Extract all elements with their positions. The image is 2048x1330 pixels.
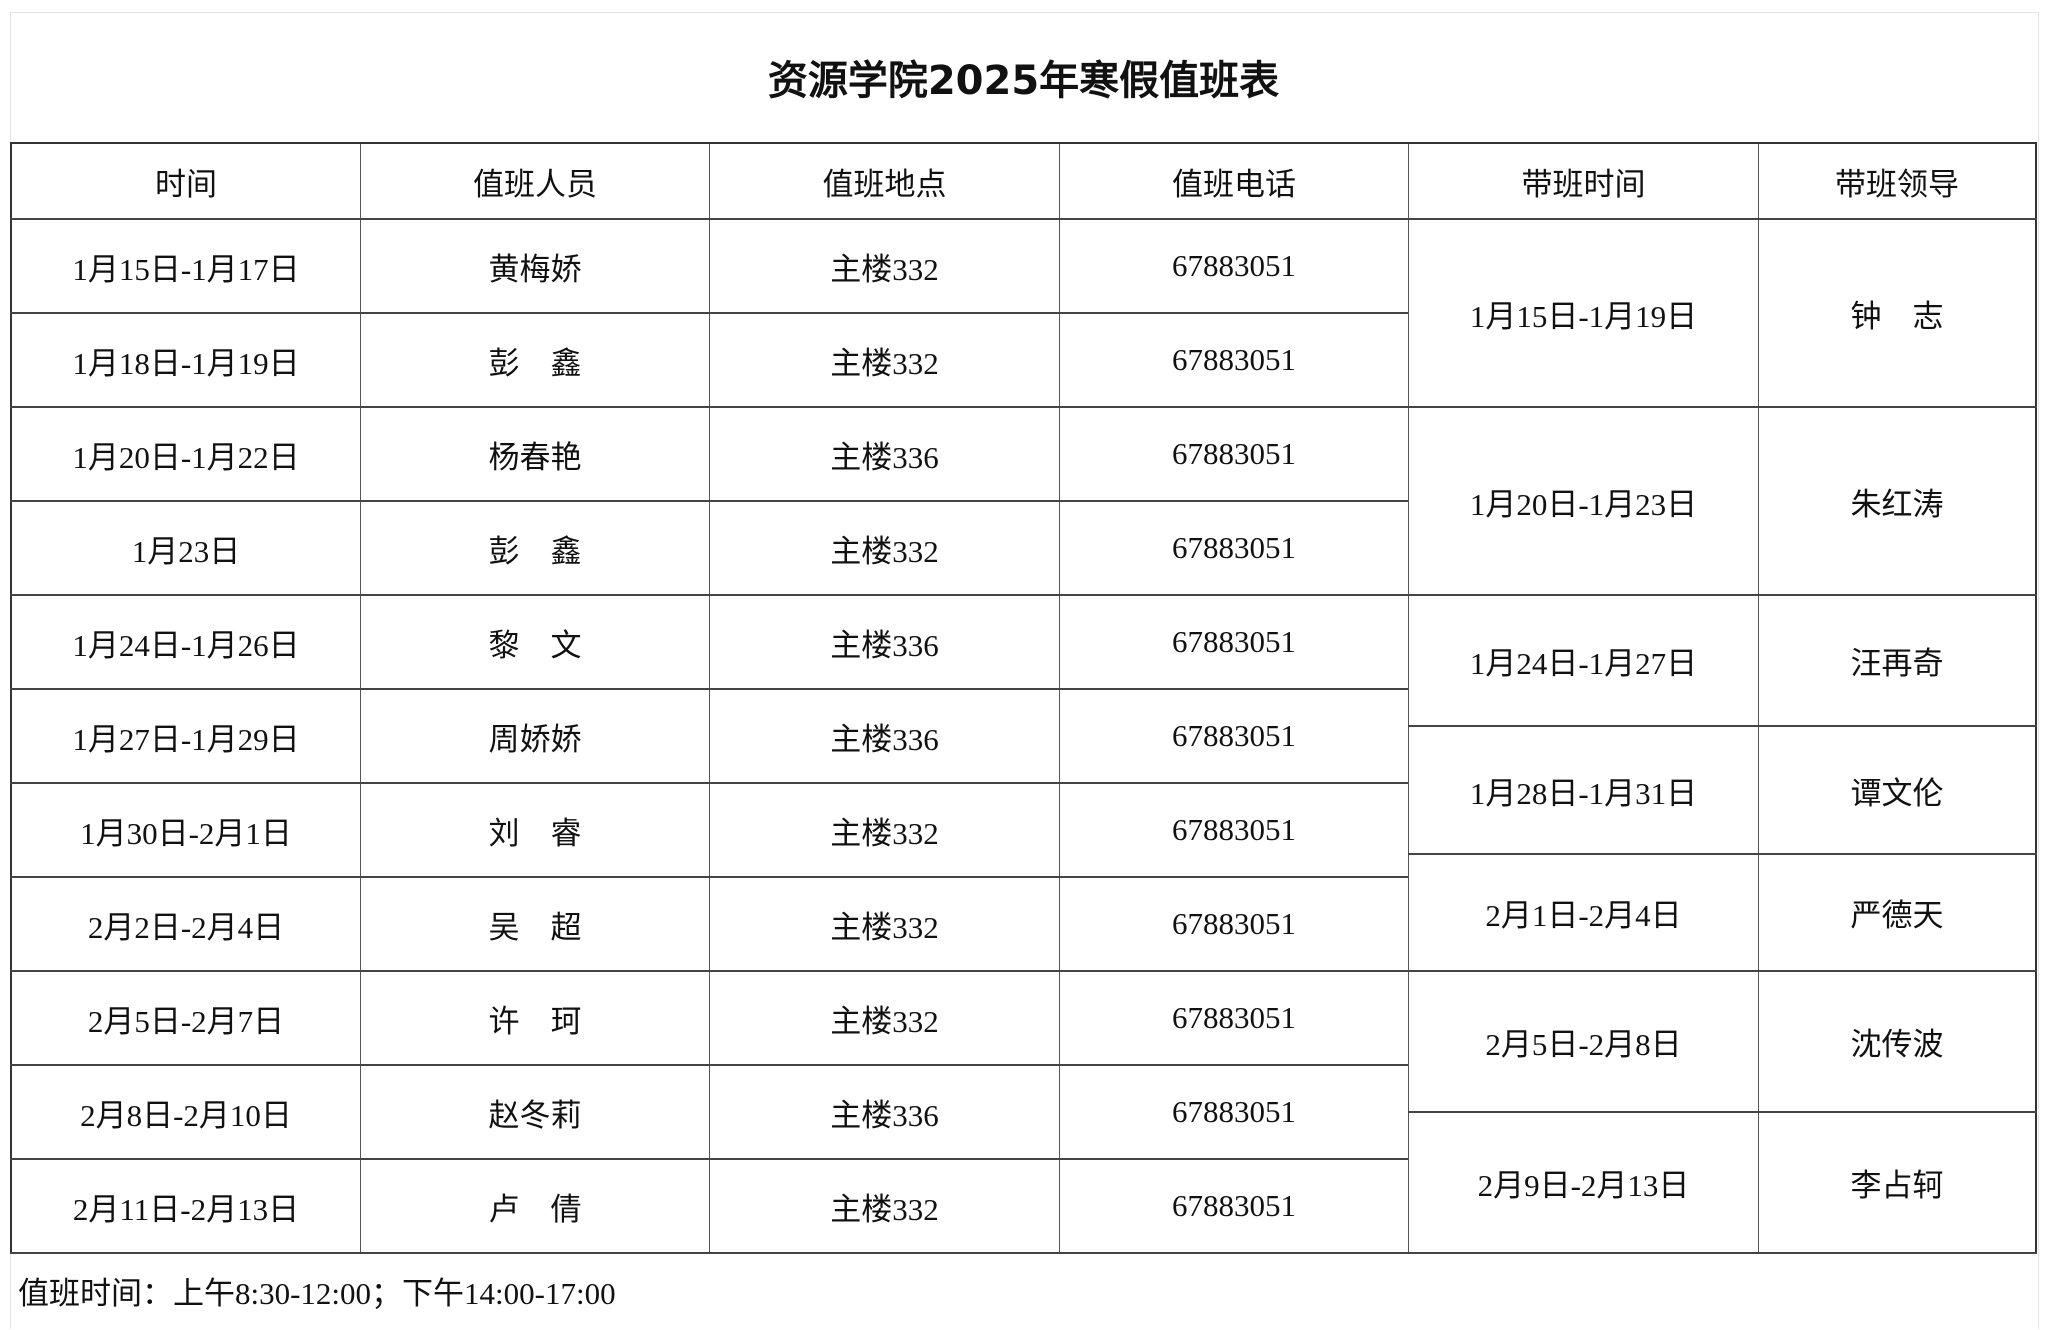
table-row: 1月20日-1月22日 杨春艳 主楼336 67883051: [10, 408, 1408, 502]
leader-row: 2月1日-2月4日 严德天: [1408, 855, 2037, 972]
page-title: 资源学院2025年寒假值班表: [767, 58, 1280, 104]
leader-time-cell: 1月24日-1月27日: [1408, 596, 1758, 725]
phone-cell: 67883051: [1059, 690, 1408, 782]
leader-name-cell: 钟 志: [1758, 220, 2037, 406]
duty-table: 时间 值班人员 值班地点 值班电话 1月15日-1月17日 黄梅娇 主楼332 678…: [10, 142, 1408, 1254]
leader-name-cell: 严德天: [1758, 855, 2037, 970]
header-person: 值班人员: [360, 144, 709, 218]
person-cell: 黄梅娇: [360, 220, 709, 312]
person-cell: 刘 睿: [360, 784, 709, 876]
place-cell: 主楼336: [709, 690, 1059, 782]
table-row: 1月27日-1月29日 周娇娇 主楼336 67883051: [10, 690, 1408, 784]
place-cell: 主楼332: [709, 878, 1059, 970]
phone-cell: 67883051: [1059, 784, 1408, 876]
header-time: 时间: [10, 144, 360, 218]
phone-cell: 67883051: [1059, 1160, 1408, 1252]
phone-cell: 67883051: [1059, 596, 1408, 688]
place-cell: 主楼336: [709, 408, 1059, 500]
phone-cell: 67883051: [1059, 408, 1408, 500]
place-cell: 主楼336: [709, 1066, 1059, 1158]
person-cell: 彭 鑫: [360, 314, 709, 406]
leader-time-cell: 2月9日-2月13日: [1408, 1113, 1758, 1252]
place-cell: 主楼336: [709, 596, 1059, 688]
leader-row: 1月15日-1月19日钟 志: [1408, 220, 2037, 408]
time-cell: 1月27日-1月29日: [10, 690, 360, 782]
table-row: 1月24日-1月26日黎 文主楼336 67883051: [10, 596, 1408, 690]
time-cell: 2月2日-2月4日: [10, 878, 360, 970]
person-cell: 彭 鑫: [360, 502, 709, 594]
table-row: 1月18日-1月19日彭 鑫主楼332 67883051: [10, 314, 1408, 408]
time-cell: 2月11日-2月13日: [10, 1160, 360, 1252]
time-cell: 1月30日-2月1日: [10, 784, 360, 876]
phone-cell: 67883051: [1059, 878, 1408, 970]
header-leader: 带班领导: [1758, 144, 2037, 218]
table-row: 2月11日-2月13日卢 倩主楼332 67883051: [10, 1160, 1408, 1254]
place-cell: 主楼332: [709, 972, 1059, 1064]
header-phone: 值班电话: [1059, 144, 1408, 218]
header-row: 时间 值班人员 值班地点 值班电话: [10, 144, 1408, 220]
place-cell: 主楼332: [709, 314, 1059, 406]
header-leader-time: 带班时间: [1408, 144, 1758, 218]
table-row: 1月15日-1月17日 黄梅娇 主楼332 67883051: [10, 220, 1408, 314]
leader-table: 带班时间 带班领导 1月15日-1月19日钟 志 1月20日-1月23日 朱红涛 1月…: [1408, 142, 2037, 1254]
leader-row: 2月5日-2月8日 沈传波: [1408, 972, 2037, 1113]
person-cell: 黎 文: [360, 596, 709, 688]
time-cell: 1月18日-1月19日: [10, 314, 360, 406]
time-cell: 2月5日-2月7日: [10, 972, 360, 1064]
table-row: 1月30日-2月1日刘 睿主楼332 67883051: [10, 784, 1408, 878]
header-place: 值班地点: [709, 144, 1059, 218]
person-cell: 吴 超: [360, 878, 709, 970]
phone-cell: 67883051: [1059, 220, 1408, 312]
leader-time-cell: 1月28日-1月31日: [1408, 727, 1758, 853]
leader-time-cell: 1月20日-1月23日: [1408, 408, 1758, 594]
person-cell: 杨春艳: [360, 408, 709, 500]
phone-cell: 67883051: [1059, 972, 1408, 1064]
time-cell: 1月15日-1月17日: [10, 220, 360, 312]
person-cell: 赵冬莉: [360, 1066, 709, 1158]
time-cell: 2月8日-2月10日: [10, 1066, 360, 1158]
leader-row: 2月9日-2月13日 李占轲: [1408, 1113, 2037, 1254]
leader-name-cell: 汪再奇: [1758, 596, 2037, 725]
table-row: 2月8日-2月10日 赵冬莉 主楼336 67883051: [10, 1066, 1408, 1160]
header-row: 带班时间 带班领导: [1408, 144, 2037, 220]
phone-cell: 67883051: [1059, 314, 1408, 406]
leader-row: 1月24日-1月27日 汪再奇: [1408, 596, 2037, 727]
place-cell: 主楼332: [709, 784, 1059, 876]
leader-time-cell: 1月15日-1月19日: [1408, 220, 1758, 406]
time-cell: 1月23日: [10, 502, 360, 594]
duty-hours-note: 值班时间：上午8:30-12:00；下午14:00-17:00: [18, 1276, 616, 1311]
leader-name-cell: 朱红涛: [1758, 408, 2037, 594]
leader-time-cell: 2月5日-2月8日: [1408, 972, 1758, 1111]
phone-cell: 67883051: [1059, 1066, 1408, 1158]
person-cell: 卢 倩: [360, 1160, 709, 1252]
table-row: 2月5日-2月7日许 珂主楼332 67883051: [10, 972, 1408, 1066]
place-cell: 主楼332: [709, 1160, 1059, 1252]
leader-name-cell: 沈传波: [1758, 972, 2037, 1111]
leader-time-cell: 2月1日-2月4日: [1408, 855, 1758, 970]
time-cell: 1月24日-1月26日: [10, 596, 360, 688]
leader-row: 1月20日-1月23日 朱红涛: [1408, 408, 2037, 596]
time-cell: 1月20日-1月22日: [10, 408, 360, 500]
leader-name-cell: 谭文伦: [1758, 727, 2037, 853]
leader-row: 1月28日-1月31日 谭文伦: [1408, 727, 2037, 855]
phone-cell: 67883051: [1059, 502, 1408, 594]
place-cell: 主楼332: [709, 220, 1059, 312]
person-cell: 许 珂: [360, 972, 709, 1064]
place-cell: 主楼332: [709, 502, 1059, 594]
leader-name-cell: 李占轲: [1758, 1113, 2037, 1252]
table-row: 2月2日-2月4日吴 超主楼332 67883051: [10, 878, 1408, 972]
table-row: 1月23日彭 鑫主楼332 67883051: [10, 502, 1408, 596]
person-cell: 周娇娇: [360, 690, 709, 782]
